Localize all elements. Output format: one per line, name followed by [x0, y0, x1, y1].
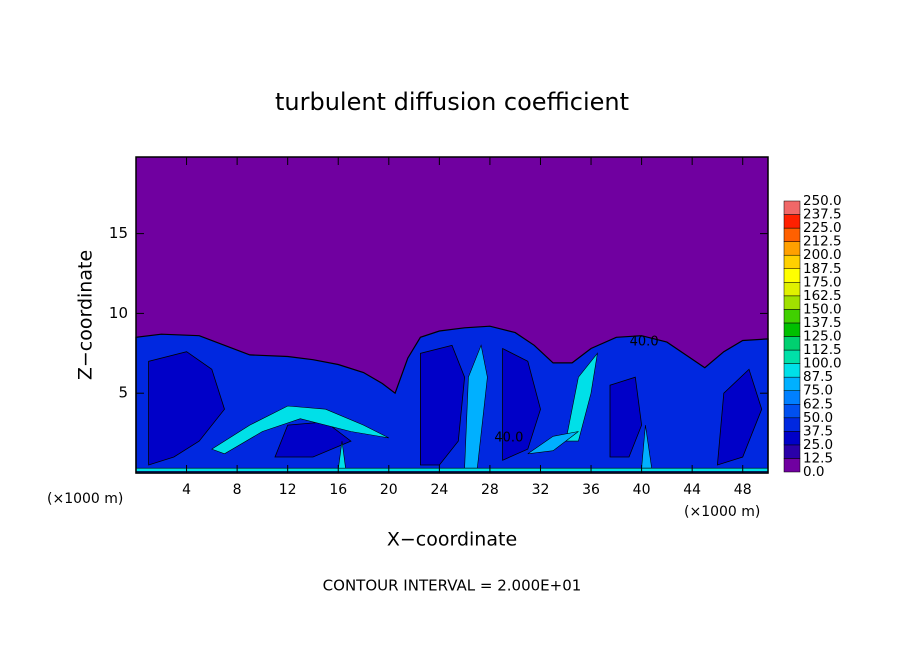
colorbar-swatch — [783, 404, 801, 419]
colorbar-swatch — [783, 431, 801, 446]
field-region — [148, 351, 225, 466]
colorbar-label: 225.0 — [803, 220, 842, 236]
colorbar-label: 162.5 — [803, 288, 842, 304]
colorbar-swatch — [783, 349, 801, 364]
contour-label: 40.0 — [494, 430, 523, 445]
colorbar-swatch — [783, 200, 801, 215]
field — [135, 157, 769, 474]
y-axis-label: Z−coordinate — [75, 250, 97, 380]
field-region — [527, 431, 579, 455]
colorbar-label: 175.0 — [803, 274, 842, 290]
colorbar-label: 200.0 — [803, 247, 842, 263]
x-tick-label: 24 — [430, 482, 448, 498]
colorbar-label: 212.5 — [803, 234, 842, 250]
colorbar-label: 50.0 — [803, 410, 833, 426]
x-tick-label: 4 — [182, 482, 191, 498]
colorbar-label: 62.5 — [803, 396, 833, 412]
colorbar-label: 150.0 — [803, 301, 842, 317]
y-tick-label: 5 — [118, 384, 128, 402]
colorbar-swatch — [783, 417, 801, 432]
colorbar-swatch — [783, 295, 801, 310]
colorbar-label: 137.5 — [803, 315, 842, 331]
x-tick-label: 44 — [683, 482, 701, 498]
x-tick-label: 28 — [481, 482, 499, 498]
field-region — [502, 347, 541, 461]
colorbar-swatch — [783, 363, 801, 378]
field-region — [565, 352, 598, 442]
colorbar-label: 87.5 — [803, 369, 833, 385]
field-region — [274, 421, 352, 458]
contour-interval: CONTOUR INTERVAL = 2.000E+01 — [323, 577, 582, 595]
colorbar-label: 237.5 — [803, 207, 842, 223]
colorbar-label: 187.5 — [803, 261, 842, 277]
colorbar-swatch — [783, 390, 801, 405]
colorbar-swatch — [783, 254, 801, 269]
x-tick-label: 12 — [279, 482, 297, 498]
field-region — [609, 376, 643, 458]
colorbar-swatch — [783, 214, 801, 229]
x-tick-label: 20 — [380, 482, 398, 498]
x-tick-label: 8 — [233, 482, 242, 498]
colorbar-label: 112.5 — [803, 342, 842, 358]
y-tick-label: 10 — [109, 304, 128, 322]
colorbar-label: 125.0 — [803, 329, 842, 345]
field-region — [211, 405, 389, 455]
x-tick-label: 36 — [582, 482, 600, 498]
y-unit-label: (×1000 m) — [47, 491, 123, 507]
colorbar-label: 75.0 — [803, 383, 833, 399]
x-tick-label: 32 — [532, 482, 550, 498]
colorbar-swatch — [783, 336, 801, 351]
colorbar-label: 12.5 — [803, 450, 833, 466]
x-tick-label: 40 — [633, 482, 651, 498]
colorbar-swatch — [783, 227, 801, 242]
colorbar-swatch — [783, 376, 801, 391]
colorbar-label: 250.0 — [803, 193, 842, 209]
colorbar-label: 37.5 — [803, 423, 833, 439]
chart-title: turbulent diffusion coefficient — [275, 88, 629, 116]
x-unit-label: (×1000 m) — [684, 504, 760, 520]
field-region — [716, 368, 763, 466]
colorbar-label: 100.0 — [803, 356, 842, 372]
colorbar-label: 0.0 — [803, 464, 824, 480]
colorbar-label: 25.0 — [803, 437, 833, 453]
y-tick-label: 15 — [109, 224, 128, 242]
x-axis-label: X−coordinate — [387, 529, 517, 551]
x-tick-label: 48 — [734, 482, 752, 498]
colorbar-swatch — [783, 309, 801, 324]
colorbar-swatch — [783, 241, 801, 256]
colorbar-swatch — [783, 282, 801, 297]
x-tick-label: 16 — [329, 482, 347, 498]
colorbar-swatch — [783, 268, 801, 283]
colorbar-swatch — [783, 458, 801, 473]
field-region — [135, 467, 769, 472]
colorbar-swatch — [783, 322, 801, 337]
plot-frame — [135, 156, 769, 474]
colorbar-swatch — [783, 444, 801, 459]
contour-label: 40.0 — [630, 335, 659, 350]
